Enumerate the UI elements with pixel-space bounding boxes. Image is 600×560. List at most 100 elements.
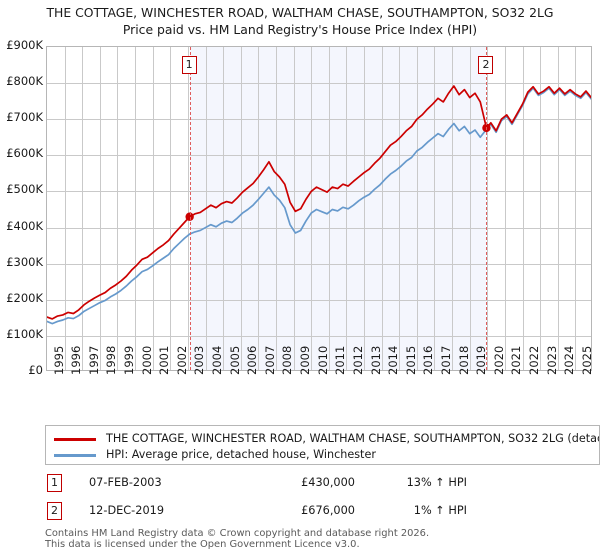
x-axis-tick-2012: 2012: [350, 345, 365, 375]
gridline-horizontal: [47, 155, 591, 157]
legend-label-hpi: HPI: Average price, detached house, Winc…: [106, 448, 376, 461]
gridline-horizontal: [47, 299, 591, 301]
gridline-vertical: [328, 47, 330, 370]
gridline-vertical: [504, 47, 506, 370]
footer-attribution: Contains HM Land Registry data © Crown c…: [45, 528, 600, 551]
gridline-vertical: [64, 47, 66, 370]
y-axis-tick-6: £600K: [6, 146, 43, 161]
x-axis-tick-2005: 2005: [227, 345, 242, 375]
x-axis-tick-2000: 2000: [139, 345, 154, 375]
x-axis-tick-2021: 2021: [509, 345, 524, 375]
x-axis-tick-2008: 2008: [280, 345, 295, 375]
gridline-vertical: [275, 47, 277, 370]
transaction-row-1: 1 07-FEB-2003 £430,000 13% ↑ HPI: [45, 474, 600, 494]
x-axis-tick-2004: 2004: [210, 345, 225, 375]
gridline-vertical: [540, 47, 542, 370]
footer-line-1: Contains HM Land Registry data © Crown c…: [45, 528, 430, 539]
event-marker-1[interactable]: 1: [181, 56, 197, 74]
gridline-vertical: [117, 47, 119, 370]
x-axis-tick-2015: 2015: [403, 345, 418, 375]
gridline-horizontal: [47, 335, 591, 337]
transaction-badge-1: 1: [47, 474, 62, 492]
gridline-vertical: [522, 47, 524, 370]
gridline-vertical: [170, 47, 172, 370]
gridline-vertical: [364, 47, 366, 370]
event-line-1: [189, 47, 191, 370]
gridline-horizontal: [47, 119, 591, 121]
gridline-vertical: [452, 47, 454, 370]
line-price-paid: [47, 85, 591, 320]
chart-legend: THE COTTAGE, WINCHESTER ROAD, WALTHAM CH…: [45, 425, 600, 465]
x-axis-tick-2022: 2022: [527, 345, 542, 375]
gridline-vertical: [416, 47, 418, 370]
legend-label-price-paid: THE COTTAGE, WINCHESTER ROAD, WALTHAM CH…: [106, 432, 600, 445]
x-axis-tick-2023: 2023: [544, 345, 559, 375]
x-axis-tick-2016: 2016: [421, 345, 436, 375]
x-axis-tick-2010: 2010: [315, 345, 330, 375]
gridline-vertical: [399, 47, 401, 370]
y-axis-tick-3: £300K: [6, 254, 43, 269]
x-axis-labels: 1995 1996 1997 1998 1999 2000 2001 2002 2003 2004…: [51, 345, 600, 375]
gridline-horizontal: [47, 227, 591, 229]
gridline-vertical: [82, 47, 84, 370]
gridline-vertical: [381, 47, 383, 370]
transaction-row-2: 2 12-DEC-2019 £676,000 1% ↑ HPI: [45, 502, 600, 522]
transaction-price-1: £430,000: [301, 476, 355, 489]
footer-line-2: This data is licensed under the Open Gov…: [45, 539, 360, 551]
gridline-vertical: [187, 47, 189, 370]
transaction-badge-2: 2: [47, 502, 62, 520]
x-axis-tick-2009: 2009: [298, 345, 313, 375]
gridline-vertical: [311, 47, 313, 370]
x-axis-tick-2011: 2011: [333, 345, 348, 375]
y-axis-tick-5: £500K: [6, 182, 43, 197]
gridline-horizontal: [47, 191, 591, 193]
gridline-vertical: [240, 47, 242, 370]
event-marker-2[interactable]: 2: [478, 56, 494, 74]
x-axis-tick-2014: 2014: [386, 345, 401, 375]
x-axis-tick-1995: 1995: [51, 345, 66, 375]
event-line-2: [486, 47, 488, 370]
x-axis-tick-2019: 2019: [474, 345, 489, 375]
transaction-hpi-2: 1% ↑ HPI: [413, 504, 467, 517]
title-line-1: THE COTTAGE, WINCHESTER ROAD, WALTHAM CH…: [46, 5, 554, 20]
page-title: THE COTTAGE, WINCHESTER ROAD, WALTHAM CH…: [0, 4, 600, 38]
gridline-vertical: [223, 47, 225, 370]
gridline-horizontal: [47, 263, 591, 265]
y-axis-tick-4: £400K: [6, 218, 43, 233]
x-axis-tick-2003: 2003: [192, 345, 207, 375]
gridline-vertical: [152, 47, 154, 370]
y-axis-tick-1: £100K: [6, 326, 43, 341]
x-axis-tick-2025: 2025: [579, 345, 594, 375]
x-axis-tick-2020: 2020: [491, 345, 506, 375]
gridline-vertical: [258, 47, 260, 370]
x-axis-tick-2017: 2017: [438, 345, 453, 375]
gridline-vertical: [575, 47, 577, 370]
y-axis-tick-9: £900K: [6, 38, 43, 52]
y-axis-tick-7: £700K: [6, 110, 43, 125]
x-axis-tick-2013: 2013: [368, 345, 383, 375]
x-axis-tick-1998: 1998: [104, 345, 119, 375]
x-axis-tick-2001: 2001: [157, 345, 172, 375]
y-axis-labels: £0 £100K £200K £300K £400K £500K £600K £700K £80…: [0, 0, 46, 380]
gridline-vertical: [557, 47, 559, 370]
title-line-2: Price paid vs. HM Land Registry's House …: [122, 22, 478, 37]
x-axis-tick-1999: 1999: [121, 345, 136, 375]
gridline-vertical: [469, 47, 471, 370]
y-axis-tick-0: £0: [28, 363, 43, 377]
gridline-vertical: [487, 47, 489, 370]
transaction-price-2: £676,000: [301, 504, 355, 517]
gridline-vertical: [434, 47, 436, 370]
ownership-period-band: [189, 47, 487, 370]
chart-plot-area: [46, 46, 592, 371]
transaction-date-1: 07-FEB-2003: [89, 476, 162, 489]
x-axis-tick-2024: 2024: [562, 345, 577, 375]
legend-swatch-hpi: [54, 454, 96, 457]
transaction-hpi-1: 13% ↑ HPI: [406, 476, 467, 489]
y-axis-tick-8: £800K: [6, 74, 43, 89]
x-axis-tick-2007: 2007: [262, 345, 277, 375]
transaction-date-2: 12-DEC-2019: [89, 504, 165, 517]
x-axis-tick-1996: 1996: [69, 345, 84, 375]
gridline-vertical: [99, 47, 101, 370]
y-axis-tick-2: £200K: [6, 290, 43, 305]
